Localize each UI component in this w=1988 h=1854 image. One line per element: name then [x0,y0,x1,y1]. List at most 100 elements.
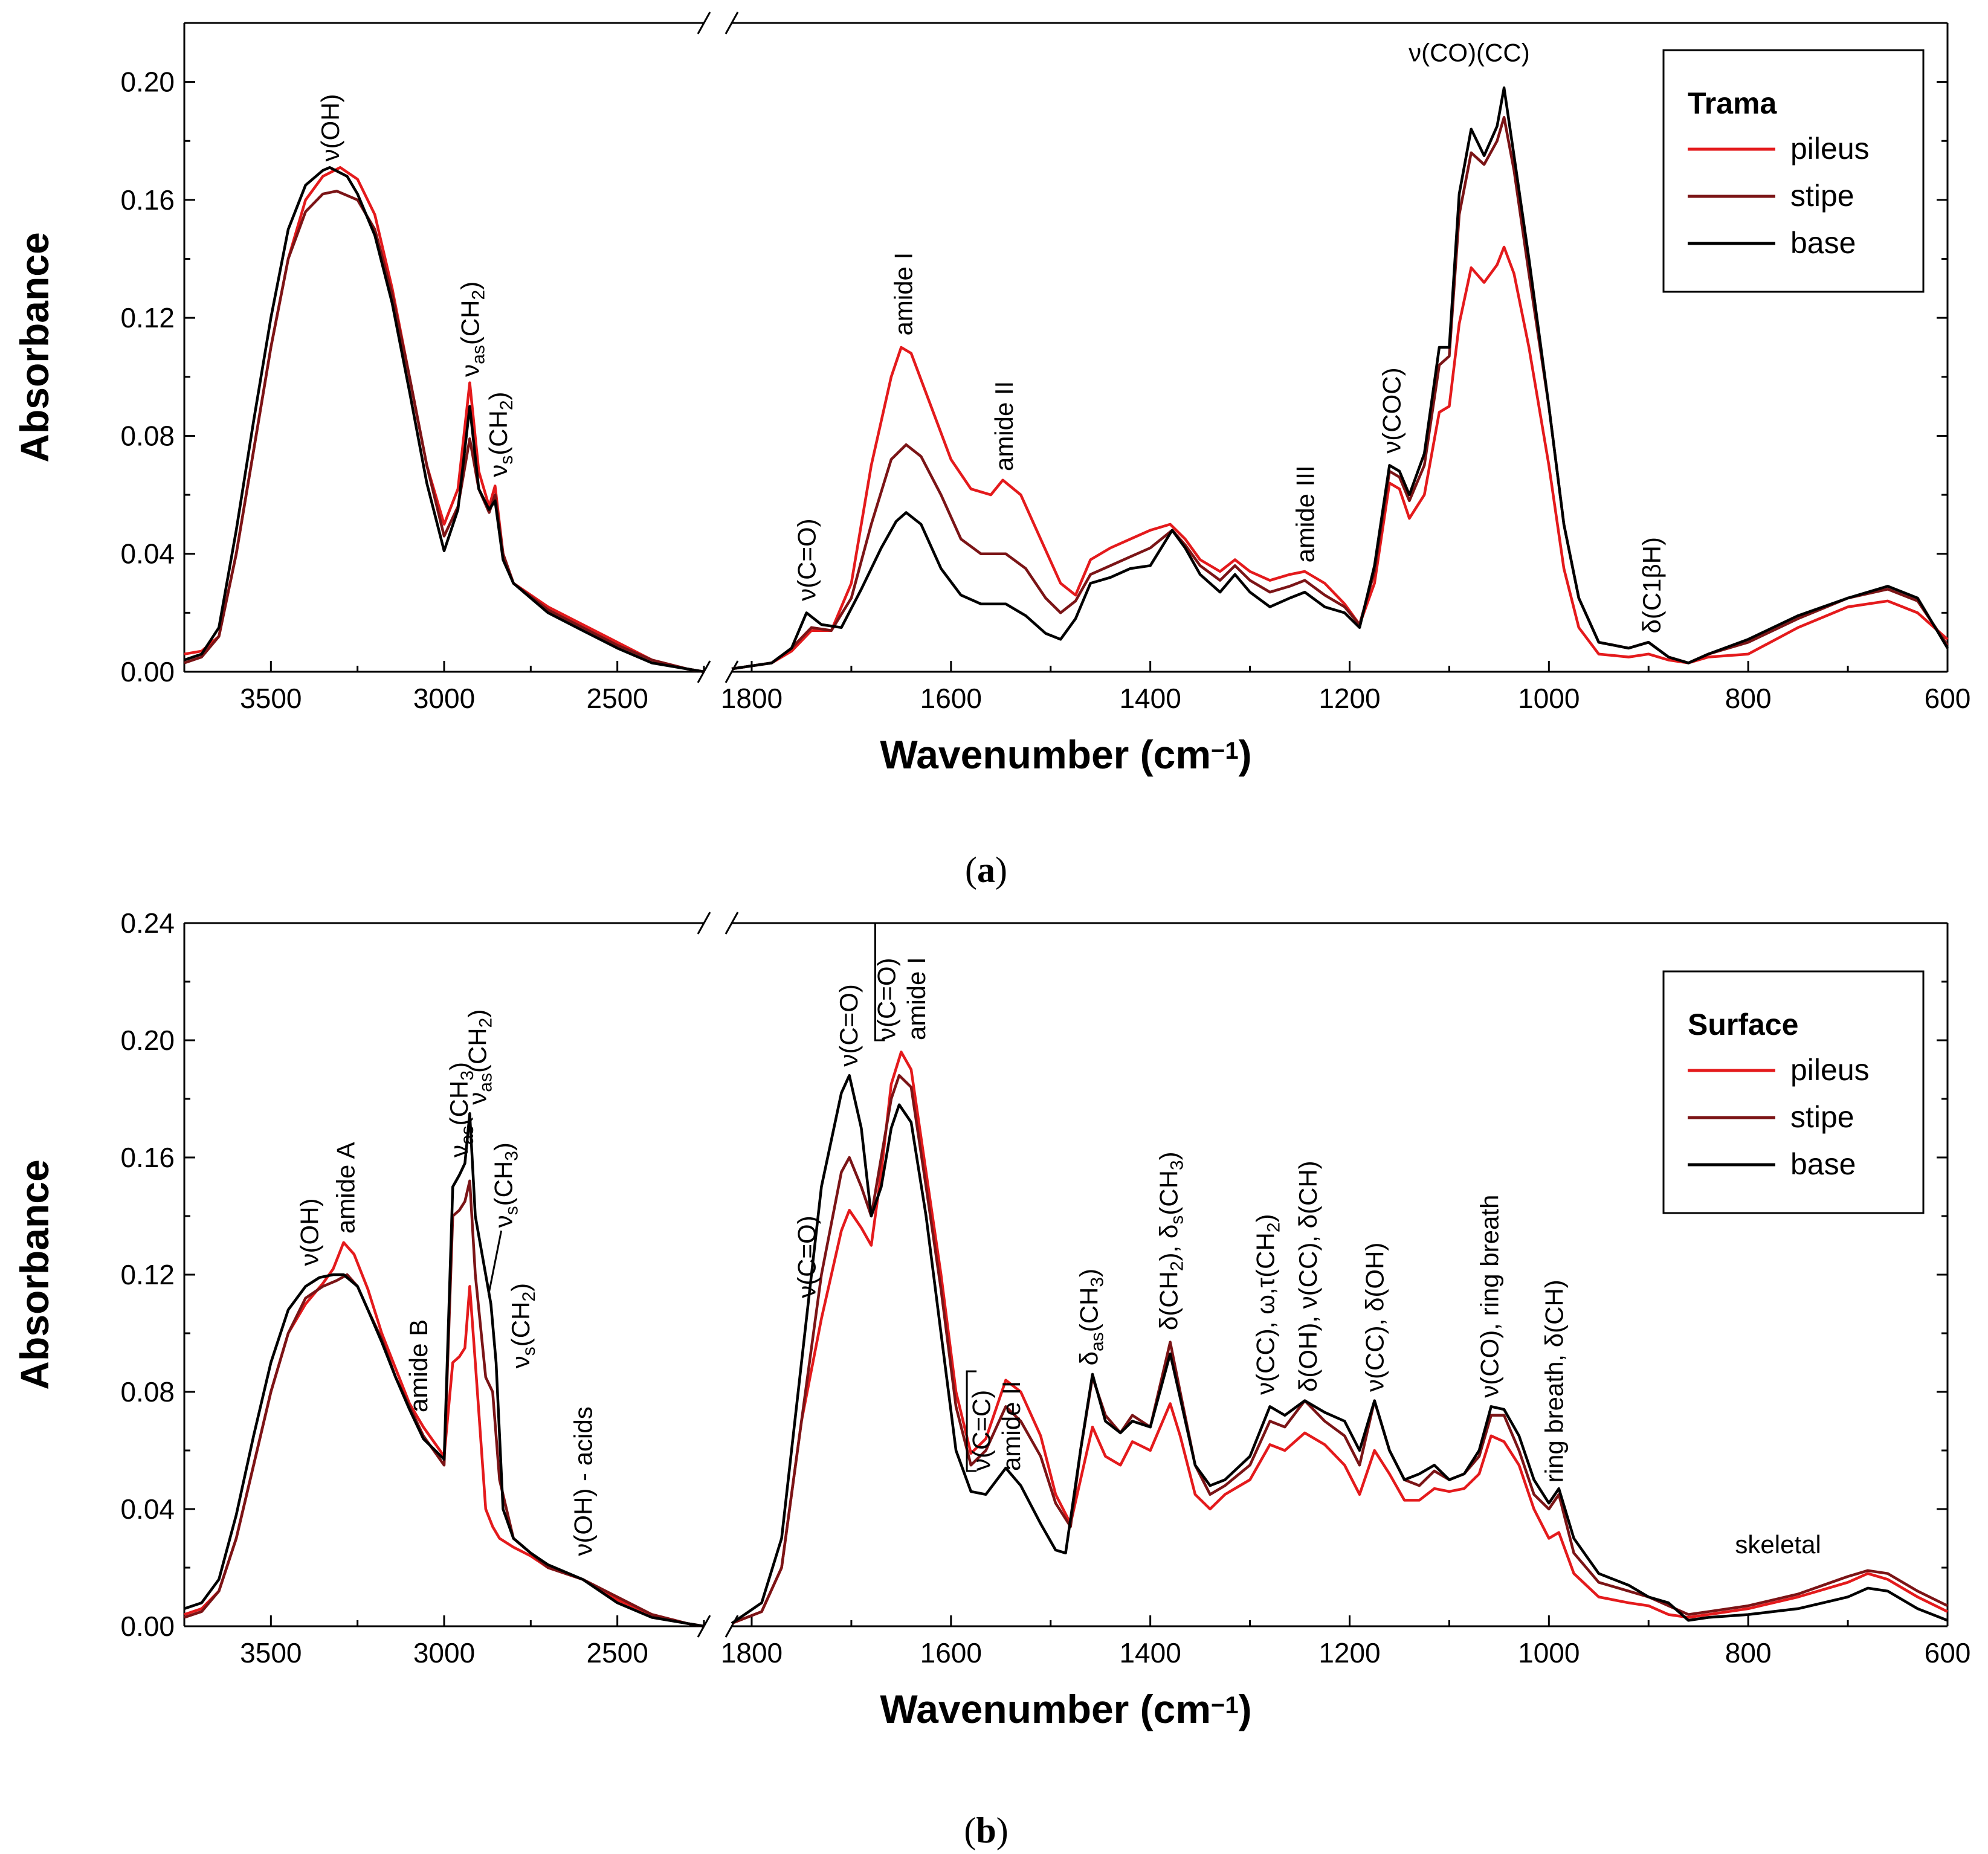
series-line-stipe [184,190,705,674]
y-tick-label: 0.20 [120,66,175,98]
peak-annotation: δas(CH3) [1074,1269,1107,1365]
series-line-pileus [184,166,705,674]
x-axis-label: Wavenumber (cm−1) [880,732,1251,777]
legend-title: Surface [1688,1008,1798,1041]
peak-annotation: ring breath, δ(CH) [1540,1279,1569,1482]
panel-caption: (b) [964,1811,1008,1850]
y-tick-label: 0.00 [120,1611,175,1642]
x-axis-label: Wavenumber (cm−1) [880,1687,1251,1731]
peak-annotation: δ(OH), ν(CC), δ(CH) [1294,1160,1322,1392]
legend-entry-base: base [1790,1147,1856,1181]
peak-annotation: δ(C1βH) [1638,537,1666,634]
series-line-base [184,166,705,674]
peak-annotation: ν(OH) [295,1198,323,1266]
x-tick-label: 800 [1725,683,1772,714]
x-tick-label: 2500 [586,683,648,714]
panel-caption: (a) [965,850,1007,890]
peak-annotation: ν(C=O) [834,984,863,1067]
chart-panel-b: 0.00 0.04 0.08 0.12 0.16 0.20 0.24 3500 3000 2500… [12,907,1970,1850]
x-tick-label: 3500 [240,683,302,714]
series-line-base [731,86,1949,671]
legend-entry-stipe: stipe [1790,179,1854,213]
axis-break-mark-top [725,11,739,34]
legend-entry-pileus: pileus [1790,132,1870,166]
axis-break-mark-top [697,11,711,34]
x-tick-label: 800 [1725,1637,1772,1669]
peak-annotation: νas(CH2) [463,1009,495,1105]
x-tick-label: 1200 [1318,683,1380,714]
peak-annotation: νs(CH3) [489,1142,521,1228]
x-tick-label: 1200 [1318,1637,1380,1669]
bracket-amide-ii [966,1370,977,1472]
peak-annotation: νas(CH3) [445,1062,477,1157]
peak-annotation: amide II [990,381,1018,471]
peak-annotation: δ(CH2), δs(CH3) [1154,1151,1187,1330]
peak-annotation: amide III [1291,465,1319,562]
y-tick-label: 0.16 [120,1142,175,1173]
x-tick-label: 1800 [721,683,783,714]
y-tick-label: 0.12 [120,1259,175,1290]
peak-annotation: ν(C=O) [873,958,901,1041]
peak-annotation: amide I [889,253,918,336]
x-tick-label: 600 [1925,683,1971,714]
x-tick-label: 3000 [413,683,475,714]
legend-entry-pileus: pileus [1790,1053,1870,1087]
legend-box [1662,49,1925,293]
peak-annotation: ν(CO)(CC) [1409,38,1530,66]
y-tick-label: 0.08 [120,1376,175,1408]
y-axis-label: Absorbance [12,1159,57,1389]
peak-annotation: amide A [332,1142,360,1234]
y-tick-label: 0.04 [120,1493,175,1525]
legend-box [1662,970,1925,1214]
x-tick-label: 1000 [1518,1637,1580,1669]
peak-annotation: ν(CO), ring breath [1475,1195,1503,1398]
chart-panel-a: 0.00 0.04 0.08 0.12 0.16 0.20 3500 3000 2500 1800… [12,11,1971,890]
peak-annotation: ν(CC), δ(OH) [1361,1243,1389,1392]
peak-annotation: amide B [404,1319,433,1412]
axis-break-mark-top [725,912,739,935]
x-tick-label: 2500 [586,1637,648,1669]
peak-annotation: ν(C=O) [793,1215,821,1298]
peak-annotation: νas(CH2) [456,282,488,377]
y-tick-label: 0.16 [120,184,175,216]
peak-annotation: ν(C=O) [793,518,821,601]
x-tick-label: 1000 [1518,683,1580,714]
legend-entry-base: base [1790,226,1856,260]
y-tick-label: 0.08 [120,420,175,451]
peak-annotation: skeletal [1735,1530,1821,1559]
x-tick-label: 1600 [920,1637,982,1669]
x-tick-label: 1400 [1119,1637,1181,1669]
peak-annotation: ν(CC), ω,τ(CH2) [1251,1214,1283,1394]
x-tick-label: 1800 [721,1637,783,1669]
series-line-base [184,1112,705,1628]
leader-line [487,1230,503,1296]
y-axis-label: Absorbance [12,232,57,462]
x-tick-label: 3000 [413,1637,475,1669]
legend-title: Trama [1688,86,1778,120]
peak-annotation: νs(CH2) [484,391,517,477]
x-tick-label: 1400 [1119,683,1181,714]
peak-annotation: νs(CH2) [506,1283,539,1368]
series-line-pileus [731,1051,1948,1625]
peak-annotation: amide II [997,1381,1025,1471]
axis-break-mark-bottom [725,660,739,683]
y-tick-label: 0.00 [120,656,175,687]
x-tick-label: 3500 [240,1637,302,1669]
peak-annotation: amide I [902,957,931,1040]
peak-annotation: ν(COC) [1378,367,1406,453]
x-tick-label: 1600 [920,683,982,714]
peak-annotation: ν(OH) - acids [569,1406,597,1556]
series-line-pileus [731,245,1949,671]
series-line-base [731,1073,1948,1625]
legend-entry-stipe: stipe [1790,1100,1854,1134]
peak-annotation: ν(OH) [316,94,344,161]
peak-annotation: ν(C=C) [967,1390,995,1471]
bracket-amide-i [874,922,885,1041]
y-tick-label: 0.20 [120,1025,175,1056]
series-line-stipe [731,1073,1948,1625]
x-tick-label: 600 [1925,1637,1971,1669]
axis-break-mark-top [697,912,711,935]
y-tick-label: 0.12 [120,302,175,333]
y-tick-label: 0.24 [120,907,175,939]
